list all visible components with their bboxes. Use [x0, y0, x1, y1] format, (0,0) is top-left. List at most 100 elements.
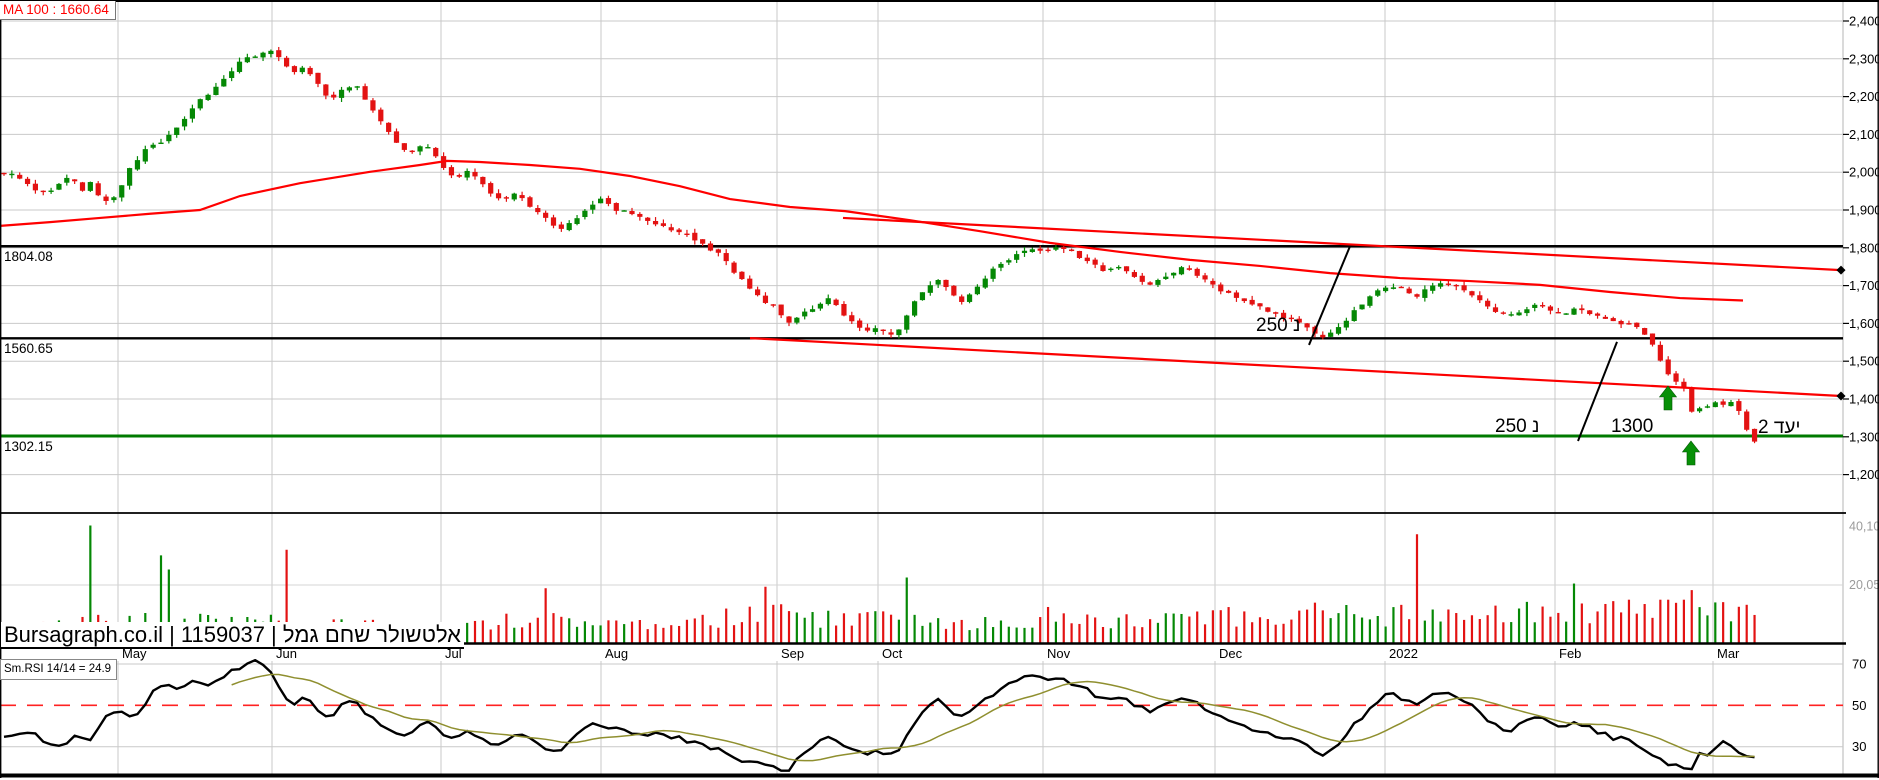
candle — [637, 213, 643, 217]
candle — [236, 61, 243, 72]
buy-arrow-icon[interactable] — [1681, 440, 1701, 466]
candle — [1116, 266, 1122, 269]
candle — [1469, 291, 1475, 296]
candle — [684, 233, 690, 235]
candle — [284, 57, 290, 67]
candle — [1367, 296, 1373, 306]
candle — [338, 89, 345, 98]
watermark-link[interactable]: Bursagraph.co.il | 1159037 | אלטשולר שחם… — [1, 622, 464, 649]
candle — [268, 50, 274, 55]
measure-line[interactable] — [1577, 341, 1618, 442]
candle — [1649, 333, 1656, 345]
candle — [1571, 308, 1577, 315]
panel-border-bottom — [0, 773, 1879, 778]
ma100-line — [0, 159, 1744, 302]
candle — [197, 99, 203, 109]
candle — [1508, 314, 1514, 316]
month-label: Jul — [445, 646, 462, 661]
candle — [1555, 312, 1561, 314]
candle — [1563, 313, 1569, 315]
candle — [181, 118, 188, 127]
candle — [1492, 307, 1499, 312]
price-axis-label: 1,700 — [1849, 278, 1879, 293]
candle — [668, 227, 674, 231]
candle — [888, 332, 894, 335]
candle — [1100, 265, 1106, 271]
candle — [32, 183, 38, 191]
candle — [794, 317, 800, 323]
candle — [857, 320, 863, 328]
candle — [1579, 308, 1585, 311]
candle — [1021, 250, 1028, 253]
candle — [158, 142, 164, 145]
candle — [1108, 268, 1114, 271]
annotation-250-points-2[interactable]: 250 נ — [1495, 416, 1540, 437]
month-label: Mar — [1717, 646, 1740, 661]
candle — [1061, 246, 1067, 249]
candle — [48, 190, 54, 192]
candle — [582, 210, 588, 218]
candle — [1045, 249, 1051, 252]
candle — [464, 170, 470, 178]
candle — [1, 172, 7, 175]
trendline-lower[interactable] — [749, 337, 1842, 398]
candle — [1147, 282, 1153, 285]
candle — [472, 171, 478, 177]
candle — [1178, 267, 1185, 275]
candle — [1681, 381, 1687, 389]
candle — [1375, 290, 1381, 296]
candle — [558, 224, 564, 229]
candle — [817, 303, 823, 309]
candle — [1069, 249, 1075, 252]
candle — [919, 292, 926, 301]
candle — [1587, 310, 1593, 315]
annotation-250-points-1[interactable]: 250 נ — [1256, 315, 1301, 336]
month-label: 2022 — [1389, 646, 1418, 661]
trendline-handle-icon[interactable] — [1836, 265, 1846, 275]
candle — [1594, 313, 1601, 316]
candle — [1516, 312, 1522, 316]
candle — [1751, 428, 1758, 442]
price-axis-label: 2,400 — [1849, 14, 1879, 29]
candle — [543, 212, 549, 218]
buy-arrow-icon[interactable] — [1658, 385, 1678, 411]
candle — [276, 50, 282, 58]
candle — [1547, 306, 1554, 311]
candle — [1383, 287, 1389, 292]
candle — [386, 122, 392, 132]
candle — [1657, 344, 1663, 361]
month-label: May — [122, 646, 147, 661]
candle — [1524, 309, 1530, 314]
candle — [40, 190, 46, 193]
candle — [1697, 408, 1703, 412]
candles-group — [1, 46, 1758, 444]
candle — [707, 243, 714, 251]
candle — [111, 197, 117, 201]
candle — [346, 87, 352, 91]
candle — [1532, 304, 1538, 308]
candle — [72, 179, 78, 182]
candle — [1398, 286, 1404, 289]
candle — [1728, 401, 1734, 407]
candle — [1445, 283, 1451, 285]
candle — [362, 86, 368, 100]
candle — [1171, 272, 1177, 276]
annotation-target-2[interactable]: יעד 2 — [1758, 417, 1801, 438]
candle — [56, 183, 62, 190]
candle — [943, 279, 949, 288]
candle — [951, 285, 957, 296]
candle — [1210, 280, 1216, 285]
candle — [786, 316, 792, 323]
trendline-upper[interactable] — [842, 216, 1842, 272]
support-level-label-1560: 1560.65 — [4, 341, 53, 356]
candle — [1037, 248, 1043, 251]
measure-line[interactable] — [1308, 245, 1351, 346]
candle — [119, 185, 125, 198]
candle — [1092, 259, 1098, 265]
candle — [872, 328, 878, 332]
candle — [1689, 388, 1695, 412]
candle — [833, 299, 839, 306]
annotation-1300[interactable]: 1300 — [1611, 416, 1654, 437]
